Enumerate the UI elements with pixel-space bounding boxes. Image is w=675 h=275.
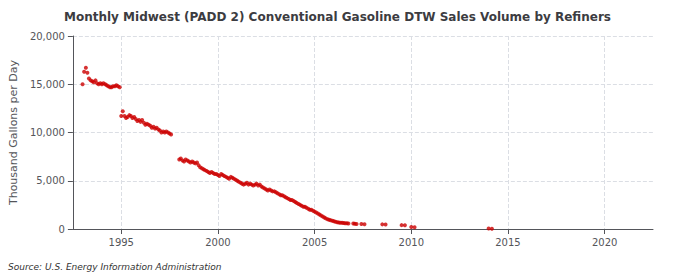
svg-text:1995: 1995 — [109, 237, 134, 248]
svg-text:15,000: 15,000 — [30, 79, 65, 90]
svg-text:20,000: 20,000 — [30, 31, 65, 42]
svg-text:Source: U.S. Energy Informatio: Source: U.S. Energy Information Administ… — [8, 262, 222, 272]
svg-text:10,000: 10,000 — [30, 127, 65, 138]
svg-text:Thousand Gallons per Day: Thousand Gallons per Day — [7, 59, 20, 206]
svg-text:2020: 2020 — [592, 237, 617, 248]
svg-text:Monthly Midwest (PADD 2) Conve: Monthly Midwest (PADD 2) Conventional Ga… — [64, 10, 611, 24]
svg-text:0: 0 — [59, 224, 65, 235]
svg-text:5,000: 5,000 — [36, 175, 65, 186]
svg-text:2005: 2005 — [302, 237, 327, 248]
svg-text:2010: 2010 — [399, 237, 424, 248]
svg-text:2015: 2015 — [495, 237, 520, 248]
svg-text:2000: 2000 — [205, 237, 230, 248]
